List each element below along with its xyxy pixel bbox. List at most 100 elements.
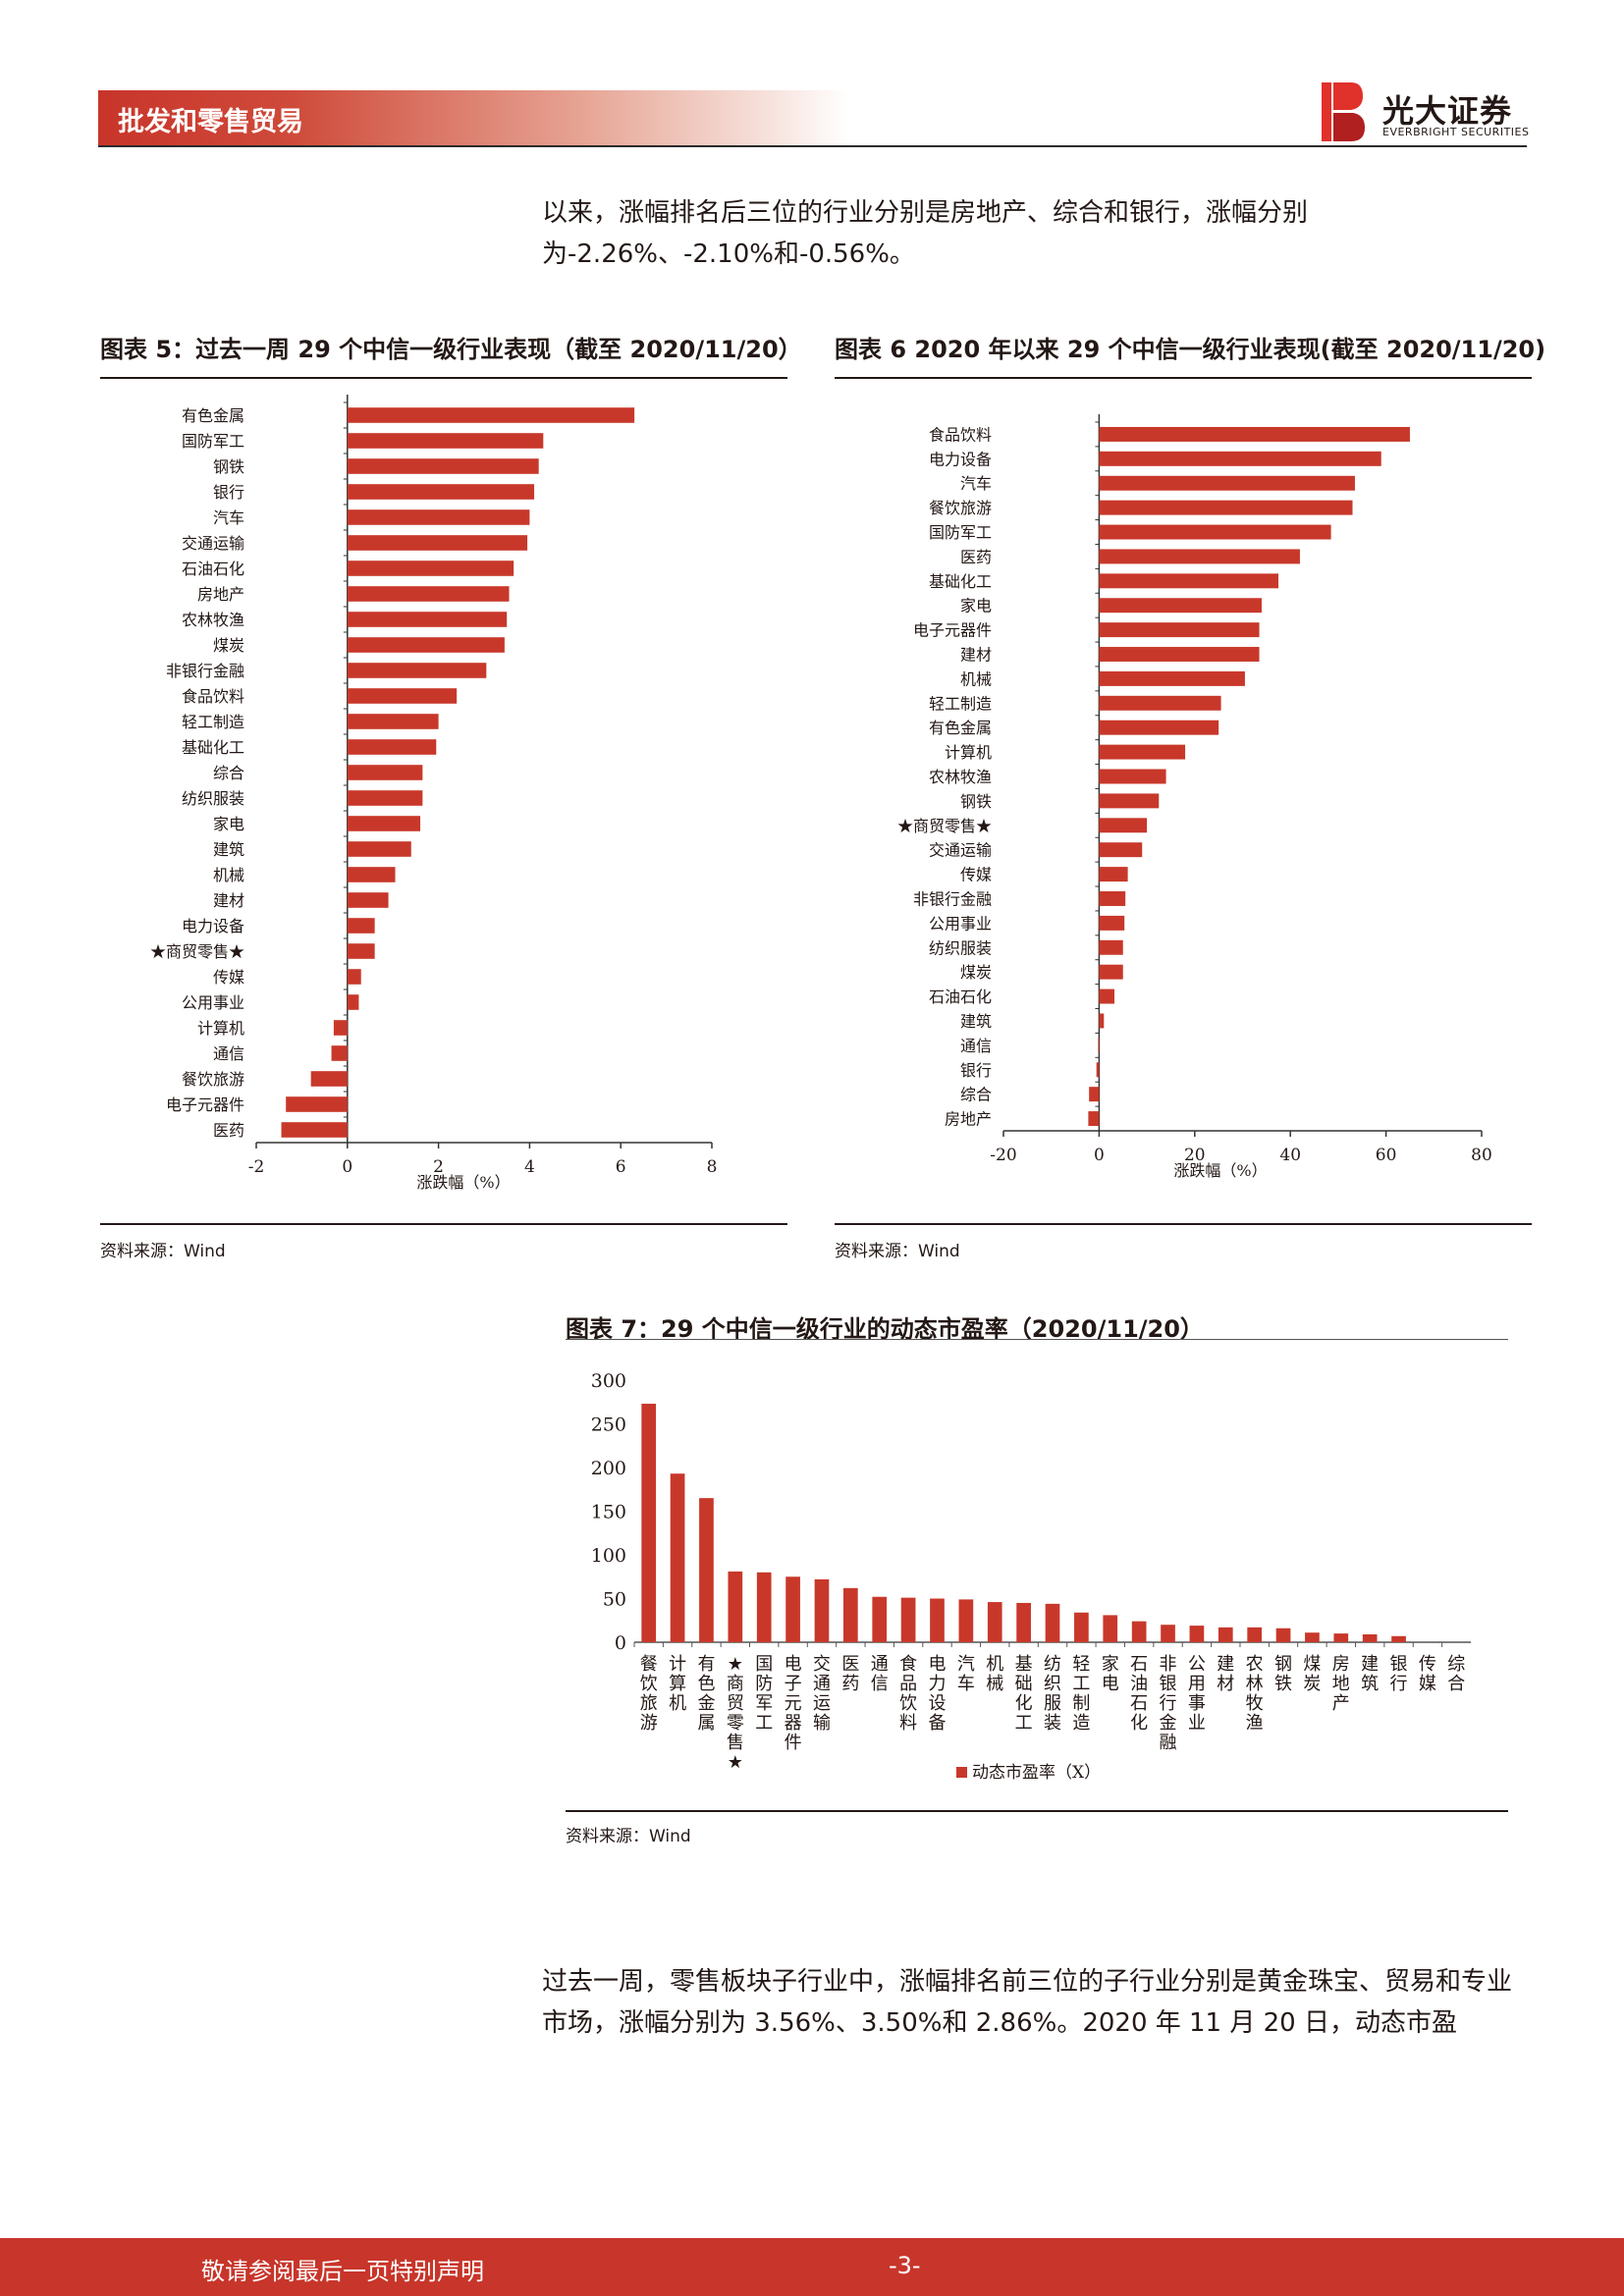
figure7-bar xyxy=(1074,1612,1089,1642)
figure5-bar xyxy=(347,612,508,627)
figure7-category-label: 石油石化 xyxy=(1130,1654,1148,1734)
figure5-category-label: 医药 xyxy=(213,1121,244,1140)
figure5-category-label: 煤炭 xyxy=(213,636,244,655)
figure7-bar xyxy=(1247,1627,1262,1642)
figure6-category-label: 食品饮料 xyxy=(929,425,992,444)
figure7-bar xyxy=(699,1498,714,1642)
figure6-title-rule xyxy=(835,377,1532,379)
intro-paragraph: 以来，涨幅排名后三位的行业分别是房地产、综合和银行，涨幅分别为-2.26%、-2… xyxy=(542,198,1309,269)
figure7-y-tick-label: 300 xyxy=(591,1370,626,1392)
figure5-category-label: 机械 xyxy=(213,866,244,884)
figure7-category-label: ★商贸零售★ xyxy=(727,1654,744,1773)
section-title: 批发和零售贸易 xyxy=(118,107,303,137)
figure5-bar xyxy=(347,790,423,806)
figure5-x-tick-label: 8 xyxy=(707,1157,718,1177)
figure6-category-label: 计算机 xyxy=(945,743,992,762)
figure5-x-tick-label: -2 xyxy=(248,1157,265,1177)
figure5-bar xyxy=(347,586,510,602)
figure6-category-label: 医药 xyxy=(960,548,992,566)
figure6-category-label: 建材 xyxy=(960,646,992,665)
figure5-bar xyxy=(286,1096,348,1112)
figure5-category-label: 电子元器件 xyxy=(166,1095,244,1114)
figure7-category-label: 电子元器件 xyxy=(785,1654,802,1753)
figure5-category-label: 农林牧渔 xyxy=(182,611,244,629)
figure6-bar xyxy=(1099,647,1260,662)
figure6-category-label: 综合 xyxy=(960,1086,992,1104)
figure6-bar xyxy=(1099,744,1186,760)
figure6-bar xyxy=(1099,988,1114,1004)
figure7-source: 资料来源：Wind xyxy=(566,1827,691,1846)
figure5-category-label: 建材 xyxy=(213,891,244,910)
figure5-category-label: 交通运输 xyxy=(182,534,244,553)
figure7-bar xyxy=(756,1572,772,1642)
figure5-bar xyxy=(347,509,530,525)
figure7-bar xyxy=(872,1596,888,1642)
figure7-category-label: 轻工制造 xyxy=(1072,1654,1090,1734)
figure7-category-label: 银行 xyxy=(1390,1654,1408,1694)
figure6-x-tick-label: 20 xyxy=(1184,1146,1206,1165)
figure6-bar xyxy=(1099,769,1166,784)
figure5-bar xyxy=(347,535,528,551)
figure6-category-label: 纺织服装 xyxy=(929,938,992,957)
figure7-bar xyxy=(1131,1621,1147,1642)
figure5-bar xyxy=(347,765,423,780)
figure5-bar xyxy=(347,816,421,831)
figure6-category-label: 家电 xyxy=(960,597,992,615)
figure7-bar xyxy=(641,1404,657,1642)
figure7-category-label: 钢铁 xyxy=(1274,1654,1292,1694)
figure7-category-label: 餐饮旅游 xyxy=(640,1654,658,1734)
figure5-bar xyxy=(347,841,411,857)
figure6-chart: 食品饮料电力设备汽车餐饮旅游国防军工医药基础化工家电电子元器件建材机械轻工制造有… xyxy=(897,414,1492,1180)
figure7-category-label: 煤炭 xyxy=(1303,1654,1321,1694)
figure7-bar xyxy=(1333,1633,1349,1642)
figure6-x-tick-label: 40 xyxy=(1279,1146,1301,1165)
figure6-bar xyxy=(1099,720,1219,735)
figure7-bar xyxy=(728,1571,743,1642)
figure6-bottom-rule xyxy=(835,1223,1532,1225)
figure5-bar xyxy=(347,407,635,423)
figure5-category-label: 房地产 xyxy=(197,585,244,604)
figure7-category-label: 公用事业 xyxy=(1188,1654,1206,1734)
figure7-bar xyxy=(1218,1627,1233,1642)
figure5-category-label: 建筑 xyxy=(213,840,244,859)
figure7-title-rule xyxy=(566,1339,1508,1340)
figure7-bar xyxy=(1161,1625,1175,1642)
figure7-bar xyxy=(670,1473,685,1642)
figure6-category-label: 有色金属 xyxy=(929,719,992,737)
figure5-category-label: 汽车 xyxy=(213,508,244,527)
figure6-category-label: 农林牧渔 xyxy=(929,768,992,786)
figure7-bar xyxy=(785,1576,800,1642)
figure6-bar xyxy=(1099,867,1128,882)
figure6-x-tick-label: 60 xyxy=(1376,1146,1397,1165)
logo-name: 光大证券 xyxy=(1382,92,1513,130)
figure6-category-label: 传媒 xyxy=(960,866,992,884)
header-rule xyxy=(98,145,1527,147)
figure7-y-tick-label: 250 xyxy=(591,1415,626,1436)
figure6-category-label: 机械 xyxy=(960,669,992,688)
figure7-bar xyxy=(1103,1615,1118,1642)
figure6-x-tick-label: 0 xyxy=(1094,1146,1105,1165)
figure7-bar xyxy=(1016,1602,1031,1642)
figure7-category-label: 电力设备 xyxy=(928,1654,946,1734)
figure7-y-tick-label: 100 xyxy=(591,1545,626,1567)
closing-paragraph: 过去一周，零售板块子行业中，涨幅排名前三位的子行业分别是黄金珠宝、贸易和专业市场… xyxy=(542,1967,1513,2038)
figure6-bar xyxy=(1099,695,1221,711)
figure7-bar xyxy=(1045,1603,1060,1642)
figure6-category-label: 基础化工 xyxy=(929,572,992,591)
figure7-y-tick-label: 50 xyxy=(603,1589,626,1611)
figure6-bar xyxy=(1099,915,1125,931)
figure6-bar xyxy=(1099,891,1126,906)
figure6-bar xyxy=(1099,475,1355,491)
figure7-category-label: 机械 xyxy=(986,1654,1003,1694)
figure5-bar xyxy=(347,688,458,704)
figure5-category-label: 非银行金融 xyxy=(166,662,244,680)
figure5-category-label: 纺织服装 xyxy=(182,789,244,808)
figure5-bar xyxy=(333,1020,348,1036)
figure6-category-label: 煤炭 xyxy=(960,963,992,982)
figure6-category-label: 石油石化 xyxy=(929,988,992,1006)
figure7-bar xyxy=(1305,1632,1320,1642)
figure5-bottom-rule xyxy=(100,1223,787,1225)
figure6-category-label: 房地产 xyxy=(945,1110,992,1129)
figure5-category-label: 通信 xyxy=(213,1044,244,1063)
figure7-bar xyxy=(958,1599,974,1642)
